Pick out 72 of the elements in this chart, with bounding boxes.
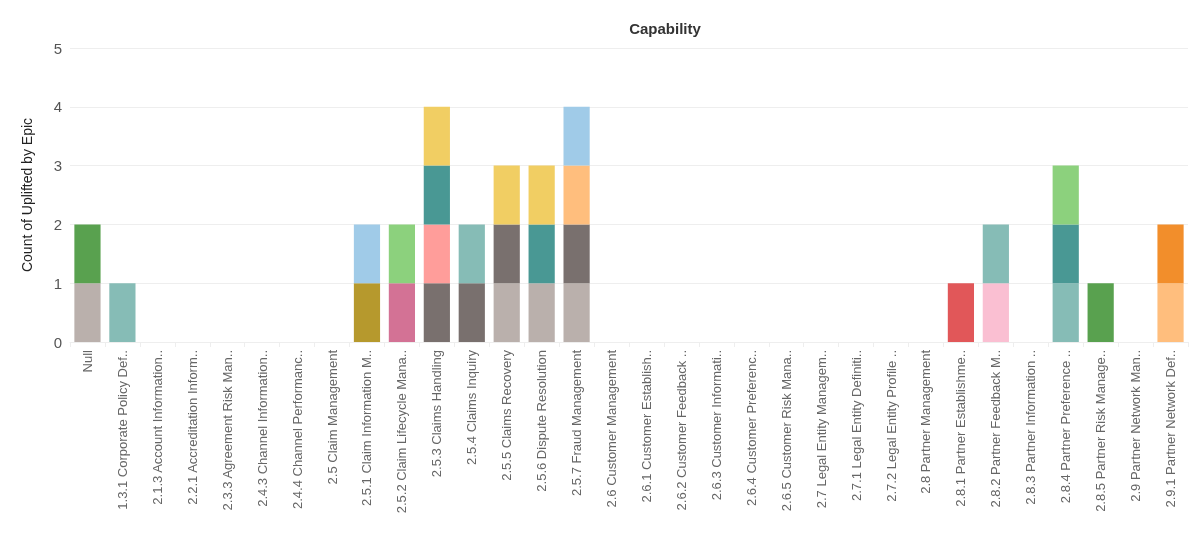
chart-title: Capability [629,20,702,37]
y-tick-label: 5 [53,39,62,57]
bar [493,224,520,284]
x-tick-label: 2.5.6 Dispute Resolution [534,350,550,492]
x-tick-label: 2.5.4 Claims Inquiry [464,349,480,465]
x-tick-label: 2.8.1 Partner Establishme.. [953,350,969,507]
x-tick-label: 2.8.2 Partner Feedback M.. [988,350,1004,508]
bar [388,283,416,342]
bar [563,106,590,166]
x-tick-label: 2.8.4 Partner Preference .. [1058,350,1074,504]
bar [74,283,101,342]
y-tick-label: 3 [53,157,62,175]
x-tick-label: 2.8.5 Partner Risk Manage.. [1093,350,1109,512]
bar [1052,224,1079,284]
bar [528,224,555,284]
bar [1052,165,1079,225]
x-tick-label: 2.6 Customer Management [604,349,620,508]
bar [1052,283,1079,342]
y-tick-label: 2 [53,215,62,233]
x-tick-label: 2.8 Partner Management [918,349,934,494]
bar [982,224,1009,284]
x-tick-label: 2.4.4 Channel Performanc.. [289,350,305,509]
x-tick-label: 2.5.7 Fraud Management [569,349,585,496]
bar [563,165,590,225]
x-tick-label: 2.5 Claim Management [324,349,340,485]
x-tick-label: 2.7.1 Legal Entity Definiti.. [848,350,864,502]
bar [1087,283,1114,342]
x-tick-label: Null [79,349,95,373]
bar [423,283,450,342]
bar [528,283,555,342]
x-tick-label: 2.6.3 Customer Informati.. [708,350,724,501]
y-tick-label: 4 [53,98,62,116]
bar [423,165,450,225]
bar [1157,224,1184,284]
bar [74,224,101,284]
x-tick-label: 2.7.2 Legal Entity Profile .. [883,350,899,502]
bar [458,283,485,342]
x-tick-label: 2.8.3 Partner Information .. [1023,350,1039,505]
bar [423,224,450,284]
x-tick-label: 2.5.5 Claims Recovery [499,349,515,481]
bar [458,224,485,284]
x-tick-label: 2.5.3 Claims Handling [429,350,445,478]
bar [353,224,381,284]
x-tick-label: 2.6.1 Customer Establish.. [638,350,654,503]
bar [353,283,381,342]
x-tick-label: 2.6.5 Customer Risk Mana.. [778,350,794,512]
x-tick-label: 2.6.4 Customer Preferenc.. [743,350,759,507]
x-tick-label: 2.2.1 Accreditation Inform.. [184,350,200,505]
x-tick-label: 2.5.2 Claim Lifecycle Mana.. [394,350,410,514]
bar [528,165,555,225]
x-tick-label: 2.5.1 Claim Information M.. [359,350,375,507]
bar [1157,283,1184,342]
x-tick-label: 2.1.3 Account Information.. [149,350,165,505]
bar [493,165,520,225]
y-axis-title: Count of Uplifted by Epic [19,117,35,273]
x-tick-label: 2.4.3 Channel Information.. [254,350,270,507]
bar [947,283,975,342]
x-tick-label: 1.3.1 Corporate Policy Def.. [114,350,130,510]
bar [493,283,520,342]
bar [982,283,1009,342]
x-tick-label: 2.6.2 Customer Feedback .. [673,350,689,511]
x-tick-label: 2.9 Partner Network Man.. [1128,350,1144,502]
y-tick-label: 1 [53,274,62,292]
bar [563,283,590,342]
x-tick-label: 2.3.3 Agreement Risk Man.. [219,350,235,511]
y-tick-label: 0 [53,333,62,351]
bar [423,106,450,166]
x-tick-label: 2.7 Legal Entity Managem.. [813,350,829,509]
x-tick-label: 2.9.1 Partner Network Def.. [1163,350,1179,508]
bar [388,224,416,284]
bar [563,224,590,284]
bar [109,283,136,342]
